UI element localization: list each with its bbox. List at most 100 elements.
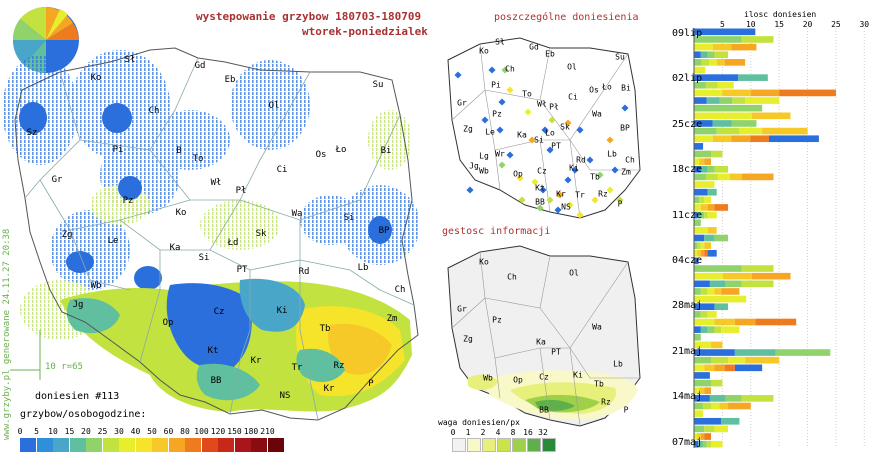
city-label: Pi — [491, 80, 501, 90]
city-label: Rz — [601, 397, 611, 407]
city-label: Rz — [598, 189, 608, 199]
chart-bar-segment — [694, 265, 742, 272]
density-map-title: gestosc informacji — [442, 226, 551, 237]
report-marker — [576, 126, 584, 134]
city-label: Op — [513, 169, 523, 179]
chart-bar-segment — [707, 288, 715, 295]
chart-bar-segment — [731, 43, 757, 51]
density-swatch — [542, 438, 556, 452]
chart-bar-segment — [707, 51, 715, 59]
report-marker — [488, 66, 496, 74]
density-bin-label: 8 — [510, 428, 516, 437]
chart-bar-segment — [711, 341, 723, 349]
chart-date-label: 11cze — [672, 209, 703, 221]
city-label: Op — [162, 318, 174, 328]
chart-bar-segment — [694, 158, 700, 165]
city-label: NS — [561, 202, 571, 212]
report-marker — [606, 186, 614, 194]
scale-note: 10 r=65 — [45, 362, 83, 372]
chart-bar-segment — [694, 303, 715, 311]
city-label: Ol — [567, 62, 577, 72]
chart-bar-segment — [694, 66, 706, 74]
city-label: Pł — [549, 102, 559, 112]
city-label: Ło — [545, 128, 555, 138]
city-label: Cz — [213, 307, 225, 317]
chart-bar-segment — [704, 425, 715, 433]
city-label: Zm — [621, 167, 631, 177]
city-label: Ki — [569, 163, 579, 173]
report-marker — [466, 186, 474, 194]
chart-bar-segment — [694, 74, 739, 81]
city-label: Wr — [495, 149, 505, 159]
legend-bin-label: 120 — [210, 427, 226, 436]
density-swatch — [512, 438, 526, 452]
chart-x-tick-label: 30 — [859, 20, 870, 29]
chart-date-label: 07maj — [672, 436, 703, 448]
density-swatch — [452, 438, 466, 452]
reports-count: doniesien #113 — [35, 391, 120, 402]
chart-bar-segment — [694, 257, 699, 265]
city-label: To — [522, 89, 532, 99]
chart-bar-segment — [707, 249, 717, 257]
chart-bar-segment — [707, 227, 717, 234]
city-label: Ol — [268, 101, 280, 111]
legend-swatch — [234, 438, 251, 452]
chart-bar-segment — [707, 188, 717, 196]
chart-bar-segment — [711, 379, 723, 387]
chart-bar-segment — [739, 127, 763, 135]
chart-bar-segment — [694, 326, 701, 333]
chart-bar-segment — [704, 433, 712, 440]
chart-bar-segment — [775, 349, 831, 356]
report-marker — [506, 151, 514, 159]
city-label: BB — [535, 197, 545, 207]
chart-bar-segment — [714, 288, 722, 295]
city-label: Wł — [210, 178, 222, 188]
chart-bar-segment — [731, 135, 751, 143]
chart-bar-segment — [694, 165, 701, 173]
chart-bar-segment — [714, 204, 729, 211]
chart-bar-segment — [694, 59, 702, 66]
chart-date-label: 02lip — [672, 73, 703, 85]
legend-swatch — [218, 438, 234, 452]
city-label: Jg — [72, 300, 84, 310]
chart-bar-segment — [694, 417, 722, 425]
density-legend-label: waga doniesien/px — [438, 418, 520, 427]
chart-bar-segment — [694, 104, 763, 112]
chart-bar-segment — [762, 127, 808, 135]
main-map — [2, 47, 420, 421]
chart-bar-segment — [768, 135, 819, 143]
city-label: Pz — [492, 315, 502, 325]
city-label: Sk — [560, 122, 570, 132]
city-label: Sk — [255, 229, 267, 239]
density-swatch — [527, 438, 541, 452]
chart-bar-segment — [716, 59, 725, 66]
legend-swatch — [267, 438, 284, 452]
chart-date-label: 18cze — [672, 164, 703, 176]
report-marker — [481, 116, 489, 124]
chart-bar-segment — [755, 318, 797, 326]
city-label: Os — [589, 85, 599, 95]
chart-bar-segment — [699, 387, 705, 395]
legend-swatch — [135, 438, 152, 452]
chart-bar-segment — [694, 150, 712, 158]
chart-bar-segment — [698, 440, 703, 448]
legend-bin-label: 20 — [81, 427, 91, 436]
city-label: Gr — [457, 98, 467, 108]
chart-bar-segment — [694, 204, 701, 211]
legend-bin-label: 15 — [64, 427, 75, 436]
chart-date-label: 21maj — [672, 345, 703, 357]
chart-bar-segment — [700, 204, 708, 211]
chart-bar-segment — [711, 150, 723, 158]
city-label: Wł — [537, 99, 547, 109]
city-label: Ol — [569, 268, 579, 278]
city-label: Gr — [51, 175, 63, 185]
chart-bar-segment — [701, 59, 710, 66]
legend-bin-label: 80 — [180, 427, 190, 436]
city-label: Rd — [298, 267, 310, 277]
chart-x-tick-label: 5 — [719, 20, 725, 29]
report-marker — [571, 166, 579, 174]
chart-bar-segment — [707, 165, 715, 173]
density-bin-label: 0 — [450, 428, 456, 437]
chart-bar-segment — [729, 173, 742, 181]
chart-bar-segment — [750, 89, 780, 97]
